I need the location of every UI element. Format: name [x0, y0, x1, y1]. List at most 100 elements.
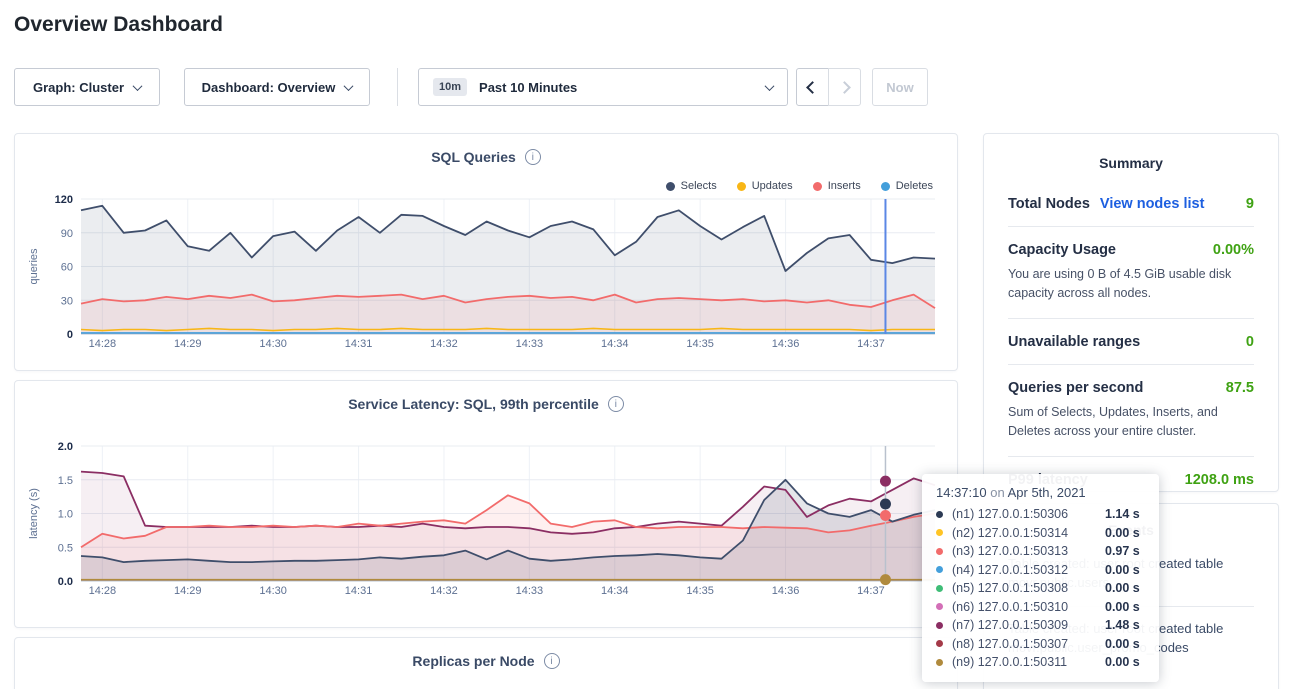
summary-panel: Summary Total Nodes View nodes list 9 Capac…	[983, 133, 1279, 492]
svg-text:14:32: 14:32	[430, 585, 458, 597]
tooltip-row: (n3) 127.0.0.1:50313 0.97 s	[936, 544, 1145, 558]
graph-dropdown[interactable]: Graph: Cluster	[14, 68, 160, 106]
info-icon[interactable]: i	[543, 653, 560, 669]
replicas-panel: Replicas per Node i	[14, 637, 958, 689]
svg-text:14:35: 14:35	[686, 585, 714, 597]
summary-row-value: 87.5	[1225, 379, 1254, 396]
svg-text:1.5: 1.5	[58, 475, 73, 487]
dashboard-dropdown[interactable]: Dashboard: Overview	[184, 68, 370, 106]
legend-dot-icon	[665, 181, 675, 191]
svg-text:14:33: 14:33	[516, 338, 544, 350]
tooltip-node-label: (n7) 127.0.0.1:50309	[952, 618, 1069, 632]
sql-queries-legend: Selects Updates Inserts Deletes	[665, 180, 933, 192]
summary-row-value: 0.00%	[1212, 242, 1254, 258]
series-dot-icon	[936, 658, 943, 666]
series-dot-icon	[936, 640, 943, 647]
series-dot-icon	[936, 547, 943, 555]
tooltip-timestamp: 14:37:10 on Apr 5th, 2021	[936, 485, 1086, 500]
svg-text:14:30: 14:30	[259, 585, 287, 597]
info-icon[interactable]: i	[607, 396, 624, 412]
svg-text:queries: queries	[28, 248, 40, 285]
svg-text:14:33: 14:33	[516, 585, 544, 597]
svg-text:14:28: 14:28	[89, 338, 117, 350]
legend-dot-icon	[880, 181, 890, 191]
legend-item-deletes[interactable]: Deletes	[880, 180, 933, 192]
tooltip-node-label: (n5) 127.0.0.1:50308	[952, 581, 1069, 595]
summary-rows: Total Nodes View nodes list 9 Capacity Usag…	[1008, 181, 1254, 502]
svg-text:latency (s): latency (s)	[28, 488, 40, 539]
tooltip-row: (n7) 127.0.0.1:50309 1.48 s	[936, 618, 1145, 632]
tooltip-node-value: 1.14 s	[1105, 507, 1140, 521]
tooltip-node-value: 0.00 s	[1105, 655, 1140, 669]
summary-row: Capacity Usage 0.00% You are using 0 B of …	[1008, 226, 1254, 318]
legend-item-inserts[interactable]: Inserts	[812, 180, 861, 192]
service-latency-title: Service Latency: SQL, 99th percentile	[348, 396, 599, 412]
svg-text:14:29: 14:29	[174, 585, 202, 597]
summary-row-head: Capacity Usage 0.00%	[1008, 242, 1254, 258]
tooltip-row: (n4) 127.0.0.1:50312 0.00 s	[936, 563, 1145, 577]
sql-queries-chart[interactable]: 14:28 14:29 14:30 14:31 14:32 14:33 14:34 14:35…	[15, 186, 959, 358]
summary-title: Summary	[1099, 155, 1163, 171]
dashboard-dropdown-label: Dashboard: Overview	[201, 79, 336, 95]
chevron-down-icon	[343, 80, 354, 91]
summary-row-label: Capacity Usage	[1008, 242, 1116, 258]
time-next-button[interactable]	[828, 68, 861, 106]
summary-row-description: Sum of Selects, Updates, Inserts, and De…	[1008, 404, 1218, 439]
chevron-down-icon	[132, 80, 143, 91]
svg-text:2.0: 2.0	[58, 441, 73, 453]
legend-dot-icon	[812, 181, 822, 191]
chevron-left-icon	[806, 80, 819, 94]
replicas-title: Replicas per Node	[412, 653, 535, 669]
tooltip-node-value: 0.00 s	[1105, 562, 1140, 577]
service-latency-chart[interactable]: 14:28 14:29 14:30 14:31 14:32 14:33 14:34 14:35…	[15, 433, 959, 605]
summary-row-label: Queries per second	[1008, 379, 1144, 396]
svg-text:14:36: 14:36	[772, 585, 800, 597]
svg-text:90: 90	[61, 228, 73, 240]
summary-row-label: Total Nodes	[1008, 196, 1090, 212]
info-icon[interactable]: i	[524, 149, 541, 165]
legend-label: Inserts	[827, 180, 861, 192]
tooltip-node-label: (n9) 127.0.0.1:50311	[952, 655, 1068, 669]
svg-text:0.5: 0.5	[58, 542, 73, 554]
time-prev-button[interactable]	[796, 68, 829, 106]
svg-text:60: 60	[61, 262, 73, 274]
page-title: Overview Dashboard	[14, 13, 223, 36]
time-now-button[interactable]: Now	[872, 68, 928, 106]
time-range-label: Past 10 Minutes	[479, 79, 578, 95]
sql-queries-title: SQL Queries	[431, 149, 516, 165]
tooltip-node-value: 0.00 s	[1105, 581, 1140, 595]
now-button-label: Now	[886, 79, 914, 95]
svg-text:14:31: 14:31	[345, 338, 373, 350]
series-dot-icon	[936, 566, 943, 573]
tooltip-node-label: (n1) 127.0.0.1:50306	[952, 507, 1069, 521]
tooltip-row: (n5) 127.0.0.1:50308 0.00 s	[936, 581, 1145, 595]
tooltip-rows: (n1) 127.0.0.1:50306 1.14 s (n2) 127.0.0.1…	[936, 507, 1145, 669]
svg-text:14:29: 14:29	[174, 338, 202, 350]
tooltip-node-value: 0.97 s	[1105, 544, 1140, 558]
tooltip-node-label: (n3) 127.0.0.1:50313	[952, 544, 1069, 558]
legend-item-updates[interactable]: Updates	[736, 180, 793, 192]
tooltip-node-value: 0.00 s	[1105, 636, 1140, 651]
tooltip-row: (n1) 127.0.0.1:50306 1.14 s	[936, 507, 1145, 521]
tooltip-node-label: (n4) 127.0.0.1:50312	[952, 562, 1069, 577]
time-range-dropdown[interactable]: 10m Past 10 Minutes	[418, 68, 788, 106]
tooltip-row: (n8) 127.0.0.1:50307 0.00 s	[936, 637, 1145, 651]
summary-row-value: 0	[1245, 333, 1254, 350]
chart-hover-tooltip: 14:37:10 on Apr 5th, 2021 (n1) 127.0.0.1…	[922, 474, 1159, 682]
summary-row-value: 9	[1245, 196, 1254, 212]
summary-row-description: You are using 0 B of 4.5 GiB usable disk…	[1008, 267, 1232, 301]
legend-item-selects[interactable]: Selects	[665, 180, 717, 192]
series-dot-icon	[936, 621, 943, 629]
series-dot-icon	[936, 529, 943, 536]
tooltip-node-label: (n6) 127.0.0.1:50310	[952, 599, 1069, 614]
tooltip-row: (n9) 127.0.0.1:50311 0.00 s	[936, 655, 1145, 669]
svg-text:14:31: 14:31	[345, 585, 373, 597]
summary-row-value: 1208.0 ms	[1184, 471, 1254, 488]
summary-row: Total Nodes View nodes list 9	[1008, 181, 1254, 226]
view-nodes-list-link[interactable]: View nodes list	[1099, 196, 1205, 212]
legend-label: Updates	[751, 180, 793, 192]
series-dot-icon	[936, 510, 943, 518]
summary-row-head: Total Nodes View nodes list 9	[1008, 196, 1254, 212]
tooltip-node-label: (n8) 127.0.0.1:50307	[952, 636, 1069, 651]
